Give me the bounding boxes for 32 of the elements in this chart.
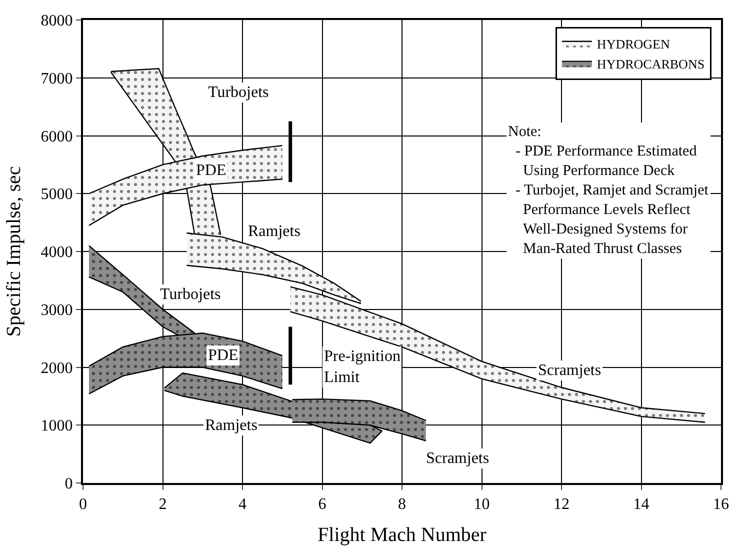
annotation: Scramjets [426,450,490,467]
annotation: Turbojets [208,84,269,101]
x-tick-label: 8 [398,496,406,514]
x-tick-label: 14 [633,496,650,514]
y-tick-label: 4000 [40,244,73,262]
x-axis-title: Flight Mach Number [318,524,487,546]
y-tick-label: 1000 [40,418,73,435]
annotation: PDE [208,347,238,364]
y-tick-label: 6000 [40,128,73,146]
y-tick-label: 5000 [40,186,73,204]
x-tick-label: 4 [238,496,246,514]
x-tick-label: 0 [79,496,87,514]
y-tick-label: 2000 [40,360,73,377]
annotation: Pre-ignition Limit [324,348,400,386]
x-tick-label: 6 [318,496,326,514]
annotation: Scramjets [538,362,602,379]
x-tick-label: 10 [474,496,490,514]
legend-label: HYDROCARBONS [596,56,705,72]
y-tick-label: 0 [64,476,73,493]
annotation: Turbojets [160,286,221,303]
annotation: PDE [196,162,226,179]
y-tick-label: 8000 [40,12,73,30]
legend-label: HYDROGEN [596,36,670,52]
y-tick-label: 7000 [40,70,73,88]
y-axis-title: Specific Impulse, sec [2,166,25,337]
annotation: Ramjets [248,223,300,240]
y-tick-label: 3000 [40,302,73,319]
x-tick-label: 2 [158,496,167,514]
x-tick-label: 12 [554,496,570,514]
x-tick-label: 16 [713,496,729,514]
annotation: Note: - PDE Performance Estimated Using Performance Deck - Turbojet, Ramjet and Scramjet Performance Levels Reflect Well-Designed Systems for Man-Rated Thrust Classes [508,124,710,257]
annotation: Ramjets [205,417,258,434]
